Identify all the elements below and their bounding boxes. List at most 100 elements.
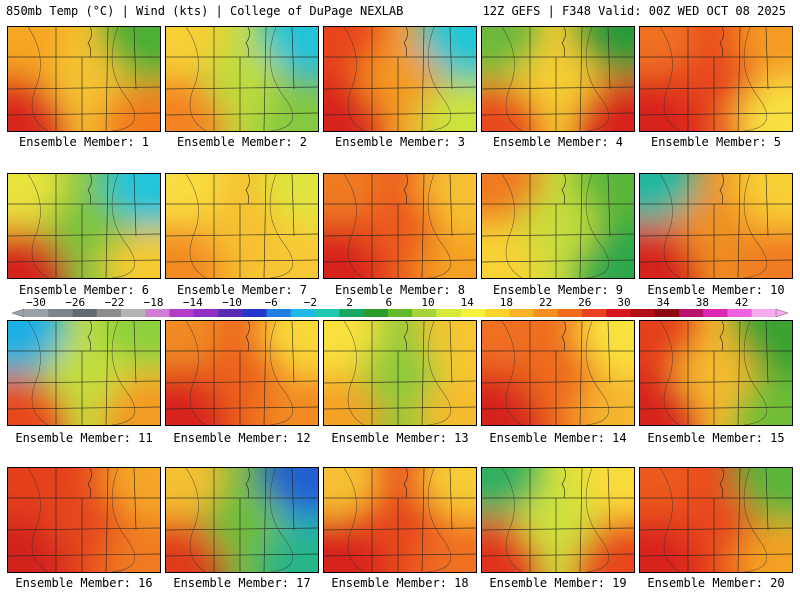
colorbar-swatch	[460, 309, 486, 317]
temperature-map	[640, 321, 792, 425]
colorbar-swatch	[436, 309, 462, 317]
temperature-map	[166, 468, 318, 572]
colorbar-swatch	[727, 309, 753, 317]
colorbar-tick-label: −14	[181, 296, 204, 309]
colorbar-tick-label: −26	[64, 296, 87, 309]
colorbar-swatch	[412, 309, 437, 317]
colorbar-swatch	[703, 309, 728, 317]
colorbar-tick-label: 42	[733, 296, 750, 309]
temperature-map	[482, 27, 634, 131]
member-label: Ensemble Member: 17	[173, 576, 311, 590]
member-map	[323, 26, 477, 132]
member-label: Ensemble Member: 4	[492, 135, 624, 149]
member-map	[481, 26, 635, 132]
temperature-map	[324, 174, 476, 278]
temperature-map	[640, 27, 792, 131]
member-map	[481, 173, 635, 279]
temperature-map	[324, 27, 476, 131]
temperature-map	[482, 321, 634, 425]
colorbar-swatch	[242, 309, 267, 317]
colorbar-swatch	[533, 309, 559, 317]
member-label: Ensemble Member: 19	[489, 576, 627, 590]
member-map	[323, 320, 477, 426]
colorbar-swatch	[193, 309, 219, 317]
member-label: Ensemble Member: 7	[176, 283, 308, 297]
temperature-map	[640, 468, 792, 572]
colorbar-swatch	[678, 309, 704, 317]
member-label: Ensemble Member: 14	[489, 431, 627, 445]
member-map	[639, 320, 793, 426]
member-label: Ensemble Member: 3	[334, 135, 466, 149]
temperature-map	[324, 321, 476, 425]
temperature-colorbar	[12, 308, 788, 318]
temperature-map	[324, 468, 476, 572]
member-map	[7, 320, 161, 426]
colorbar-tick-label: −30	[25, 296, 47, 309]
model-run-info: 12Z GEFS | F348 Valid: 00Z WED OCT 08 20…	[482, 4, 786, 18]
colorbar-tick-label: 30	[616, 296, 632, 309]
colorbar-swatch	[557, 309, 583, 317]
temperature-map	[8, 174, 160, 278]
colorbar-tick-label: 38	[694, 296, 711, 309]
colorbar-swatch	[121, 309, 146, 317]
temperature-map	[8, 321, 160, 425]
colorbar-tick-label: 18	[498, 296, 515, 309]
member-map	[481, 320, 635, 426]
member-label: Ensemble Member: 2	[176, 135, 308, 149]
member-map	[639, 467, 793, 573]
temperature-map	[166, 321, 318, 425]
colorbar-swatch	[606, 309, 631, 317]
temperature-map	[640, 174, 792, 278]
member-map	[323, 173, 477, 279]
member-label: Ensemble Member: 10	[647, 283, 785, 297]
colorbar-swatch	[169, 309, 195, 317]
colorbar-swatch	[654, 309, 680, 317]
member-label: Ensemble Member: 15	[647, 431, 785, 445]
member-label: Ensemble Member: 18	[331, 576, 469, 590]
chart-title: 850mb Temp (°C) | Wind (kts) | College o…	[6, 4, 404, 18]
member-label: Ensemble Member: 5	[650, 135, 782, 149]
member-map	[165, 26, 319, 132]
colorbar-swatch	[751, 309, 777, 317]
colorbar-tick-label: 26	[577, 296, 593, 309]
member-label: Ensemble Member: 6	[18, 283, 150, 297]
colorbar-swatch	[218, 309, 243, 317]
member-label: Ensemble Member: 13	[331, 431, 469, 445]
colorbar-swatch	[96, 309, 122, 317]
colorbar-tick-label: 14	[459, 296, 475, 309]
temperature-map	[166, 174, 318, 278]
colorbar-labels: −30 −26 −22 −18 −14 −10 −6 −2 2 6 10 14 18 22 26 30 34 38…	[0, 297, 800, 309]
colorbar-swatch	[145, 309, 170, 317]
colorbar-swatch	[387, 309, 413, 317]
colorbar-swatch	[48, 309, 73, 317]
colorbar-tick-label: 34	[655, 296, 671, 309]
member-map	[639, 26, 793, 132]
colorbar-tick-label: −10	[221, 296, 243, 309]
colorbar-swatch	[266, 309, 292, 317]
member-label: Ensemble Member: 9	[492, 283, 624, 297]
temperature-map	[8, 468, 160, 572]
member-map	[639, 173, 793, 279]
member-label: Ensemble Member: 20	[647, 576, 785, 590]
colorbar-tick-label: −2	[302, 296, 319, 309]
member-map	[165, 320, 319, 426]
colorbar-tick-label: 10	[420, 296, 436, 309]
colorbar-tick-label: 6	[384, 296, 394, 309]
temperature-map	[166, 27, 318, 131]
colorbar-swatch	[24, 309, 49, 317]
colorbar-tick-label: 2	[345, 296, 354, 309]
colorbar-swatch	[581, 309, 607, 317]
temperature-map	[482, 174, 634, 278]
member-map	[323, 467, 477, 573]
temperature-map	[482, 468, 634, 572]
colorbar-swatch	[72, 309, 98, 317]
member-map	[7, 467, 161, 573]
colorbar-tick-label: −22	[103, 296, 126, 309]
member-map	[7, 26, 161, 132]
colorbar-swatch	[290, 309, 316, 317]
member-map	[165, 467, 319, 573]
member-label: Ensemble Member: 12	[173, 431, 311, 445]
member-map	[7, 173, 161, 279]
member-label: Ensemble Member: 11	[15, 431, 153, 445]
colorbar-tick-label: −6	[263, 296, 279, 309]
